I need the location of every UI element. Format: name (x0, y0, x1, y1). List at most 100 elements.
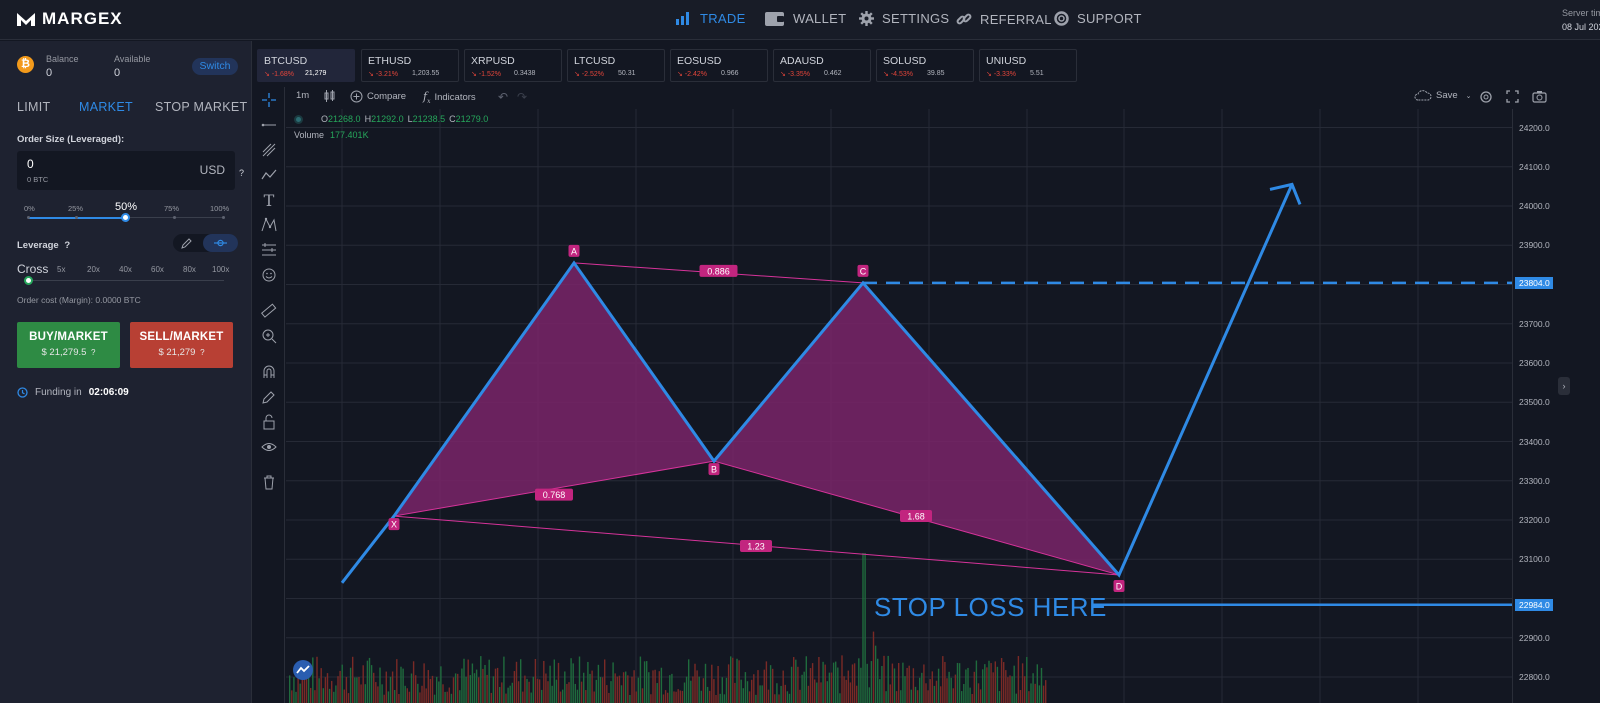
margex-logo[interactable]: MARGEX (16, 9, 123, 29)
nav-support[interactable]: SUPPORT (1054, 11, 1142, 26)
size-pct-25[interactable]: 25% (68, 204, 84, 213)
price-axis[interactable]: 24200.0 24100.0 24000.0 23900.0 23700.0 23600… (1512, 109, 1600, 703)
crosshair-tool[interactable] (259, 91, 279, 109)
volume-bar (761, 685, 763, 703)
order-size-help-icon[interactable]: ? (239, 168, 245, 178)
text-tool[interactable]: T (259, 191, 279, 210)
volume-bar (667, 692, 669, 703)
sell-help-icon[interactable]: ? (200, 348, 205, 357)
ruler-tool[interactable] (259, 302, 279, 320)
volume-bar (339, 670, 341, 703)
size-pct-0[interactable]: 0% (24, 204, 35, 213)
leverage-mode-toggle[interactable] (173, 234, 238, 252)
emoji-tool[interactable] (259, 266, 279, 284)
leverage-40x[interactable]: 40x (119, 265, 132, 274)
lock-drawing-tool[interactable] (259, 388, 279, 406)
leverage-slider-track[interactable] (28, 280, 224, 281)
redo-icon[interactable]: ↷ (517, 90, 528, 104)
sell-market-button[interactable]: SELL/MARKET $ 21,279 ? (130, 322, 233, 368)
ticker-eosusd[interactable]: EOSUSD ↘ -2.42% 0.966 (670, 49, 768, 82)
bitcoin-icon: ₿ (17, 56, 34, 73)
measure-tool[interactable] (259, 241, 279, 259)
wallet-icon (765, 11, 784, 26)
nav-wallet[interactable]: WALLET (765, 11, 846, 26)
volume-bar (694, 663, 696, 703)
order-size-value[interactable]: 0 (27, 157, 34, 171)
series-visibility-icon[interactable] (294, 114, 303, 124)
leverage-help-icon[interactable]: ? (64, 240, 71, 251)
tab-limit[interactable]: LIMIT (17, 100, 51, 114)
tab-market[interactable]: MARKET (79, 100, 133, 114)
ticker-uniusd[interactable]: UNIUSD ↘ -3.33% 5.51 (979, 49, 1077, 82)
switch-button[interactable]: Switch (192, 58, 238, 75)
size-pct-50[interactable]: 50% (115, 201, 138, 213)
volume-bar (608, 692, 610, 703)
xabcd-tool[interactable] (259, 216, 279, 234)
remove-drawings-tool[interactable] (259, 473, 279, 491)
leverage-slider-handle[interactable] (24, 276, 33, 285)
price-chart[interactable]: X A B C D 0.886 0.768 1.68 1.23 STOP LOSS HERE (286, 109, 1600, 703)
size-pct-75[interactable]: 75% (164, 204, 180, 213)
volume-bar (326, 673, 329, 703)
volume-bar (648, 672, 650, 703)
trendline-tool[interactable] (259, 116, 279, 134)
pattern-point-x-bg (388, 518, 400, 531)
ratio-label: 1.23 (740, 540, 772, 552)
candle-style-button[interactable] (324, 90, 335, 102)
ticker-ltcusd[interactable]: LTCUSD ↘ -2.52% 50.31 (567, 49, 665, 82)
price-tick-label: 23700.0 (1519, 318, 1550, 329)
buy-market-button[interactable]: BUY/MARKET $ 21,279.5 ? (17, 322, 120, 368)
zoom-tool[interactable] (259, 327, 279, 345)
save-button[interactable]: Save ⌄ (1414, 90, 1472, 101)
tab-stop-market[interactable]: STOP MARKET (155, 100, 248, 114)
leverage-5x[interactable]: 5x (57, 265, 66, 274)
volume-bars (289, 553, 1047, 703)
pitchfork-tool[interactable] (259, 141, 279, 159)
lock-tool[interactable] (259, 413, 279, 431)
leverage-cross[interactable]: Cross (17, 262, 49, 276)
buy-help-icon[interactable]: ? (91, 348, 96, 357)
size-pct-100[interactable]: 100% (210, 204, 230, 213)
ticker-ethusd[interactable]: ETHUSD ↘ -3.21% 1,203.55 (361, 49, 459, 82)
indicators-button[interactable]: fx Indicators (423, 90, 476, 105)
undo-icon[interactable]: ↶ (498, 90, 509, 104)
xabcd-pattern-icon (261, 217, 277, 232)
leverage-20x[interactable]: 20x (87, 265, 100, 274)
volume-bar (698, 676, 700, 703)
chart-settings-button[interactable] (1479, 90, 1493, 104)
ticker-btcusd[interactable]: BTCUSD ↘ -1.68% 21,279 (257, 49, 355, 82)
volume-bar (746, 681, 749, 703)
volume-bar (977, 683, 980, 703)
nav-referral[interactable]: REFERRAL (956, 11, 1052, 27)
volume-bar (585, 690, 587, 703)
volume-bar (814, 679, 816, 703)
snapshot-button[interactable] (1532, 90, 1547, 103)
leverage-60x[interactable]: 60x (151, 265, 164, 274)
compare-button[interactable]: Compare (350, 90, 406, 103)
ticker-solusd[interactable]: SOLUSD ↘ -4.53% 39.85 (876, 49, 974, 82)
pencil-icon[interactable] (181, 238, 192, 249)
chart-canvas[interactable]: X A B C D 0.886 0.768 1.68 1.23 STOP LOSS HERE (286, 109, 1600, 703)
magnet-tool[interactable] (259, 363, 279, 381)
ticker-xrpusd[interactable]: XRPUSD ↘ -1.52% 0.3438 (464, 49, 562, 82)
leverage-100x[interactable]: 100x (212, 265, 230, 274)
order-size-input[interactable]: 0 0 BTC USD (17, 151, 235, 190)
nav-trade[interactable]: TRADE (676, 11, 746, 26)
pattern-point-b-bg (708, 463, 720, 476)
tradingview-logo-icon[interactable] (292, 659, 314, 681)
interval-selector[interactable]: 1m (296, 90, 310, 101)
visibility-tool[interactable] (259, 438, 279, 456)
fullscreen-button[interactable] (1506, 90, 1519, 103)
volume-bar (442, 684, 444, 703)
trash-icon (264, 475, 274, 490)
ticker-change: ↘ -3.35% (780, 71, 810, 78)
collapse-panel-button[interactable]: › (1558, 377, 1570, 395)
nav-settings[interactable]: SETTINGS (859, 11, 949, 26)
size-slider-handle[interactable] (121, 213, 130, 222)
pattern-tool[interactable] (259, 166, 279, 184)
volume-bar (992, 672, 994, 703)
ticker-adausd[interactable]: ADAUSD ↘ -3.35% 0.462 (773, 49, 871, 82)
pattern-point-c: C (857, 264, 869, 277)
slider-mode-button[interactable] (203, 234, 238, 252)
leverage-80x[interactable]: 80x (183, 265, 196, 274)
